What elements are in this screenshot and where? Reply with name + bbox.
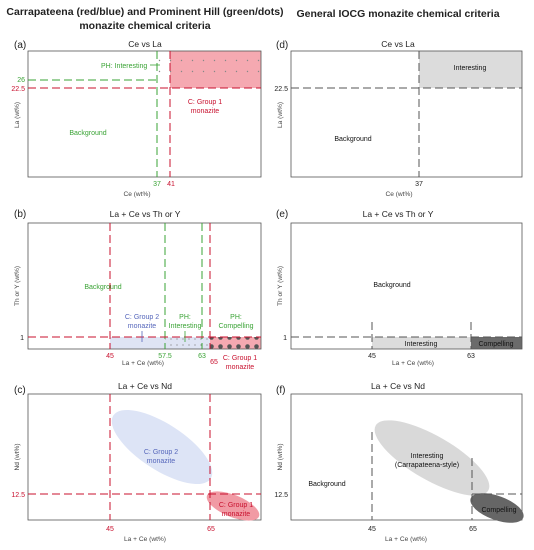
panel-a-tick-y-22-5: 22.5	[11, 86, 25, 93]
panel-f-tick-x-45: 45	[368, 526, 376, 533]
panel-e-tick-x-63: 63	[467, 353, 475, 360]
panel-f: (f) La + Ce vs Nd 12.5 45 65 La + Ce (wt…	[274, 381, 524, 543]
panel-d-interesting-region	[419, 51, 522, 88]
panel-f-interesting-line1: Interesting	[411, 453, 444, 460]
panel-e-interesting-region	[372, 337, 471, 349]
panel-b-label: (b)	[14, 209, 26, 220]
panel-c-xlabel: La + Ce (wt%)	[124, 536, 166, 543]
panel-b-ph-compelling: Compelling	[218, 323, 253, 330]
panel-b-group1-line2: monazite	[226, 364, 255, 371]
panel-b-compelling-dots	[210, 337, 261, 349]
panel-a-label: (a)	[14, 40, 26, 51]
panel-f-tick-y-12-5: 12.5	[274, 492, 288, 499]
panel-e-compelling: Compelling	[478, 341, 513, 348]
panel-a-ylabel: La (wt%)	[14, 102, 21, 128]
panel-b-ylabel: Th or Y (wt%)	[14, 266, 21, 306]
panel-b-ph-label-2: PH:	[230, 314, 242, 321]
panel-b-frame	[27, 222, 262, 350]
panel-b-title: La + Ce vs Th or Y	[110, 209, 181, 219]
panel-f-compelling: Compelling	[481, 507, 516, 514]
panel-a-frame	[27, 50, 262, 178]
panel-c-tick-x-45: 45	[106, 526, 114, 533]
panel-f-interesting-line2: (Carrapateena-style)	[395, 462, 459, 469]
panel-a-ph-interesting: PH: Interesting	[101, 63, 147, 70]
panel-e-title: La + Ce vs Th or Y	[363, 209, 434, 219]
panel-e-label: (e)	[276, 209, 288, 220]
panel-e-frame	[290, 222, 523, 350]
panel-b-tick-x-57-5: 57.5	[158, 353, 172, 360]
panel-c-frame	[27, 393, 262, 521]
panel-f-compelling-ellipse	[470, 493, 524, 523]
panel-a-xlabel: Ce (wt%)	[123, 191, 150, 198]
right-column-title: General IOCG monazite chemical criteria	[296, 8, 499, 20]
panel-c-group1-ellipse	[206, 491, 260, 521]
panel-a-tick-x-41: 41	[167, 181, 175, 188]
panel-c-ylabel: Nd (wt%)	[14, 443, 21, 470]
panel-e-ylabel: Th or Y (wt%)	[277, 266, 284, 306]
panel-c-group1-line2: monazite	[222, 511, 251, 518]
panel-c: (c) La + Ce vs Nd 12.5 45 65 La + Ce (wt…	[11, 381, 262, 543]
panel-e-compelling-region	[471, 337, 522, 349]
panel-d-title: Ce vs La	[381, 39, 415, 49]
panel-a-group1-line1: C: Group 1	[188, 99, 222, 106]
panel-a-dot-pattern	[157, 51, 261, 80]
panel-d-tick-x-37: 37	[415, 181, 423, 188]
panel-c-tick-x-65: 65	[207, 526, 215, 533]
panel-c-title: La + Ce vs Nd	[118, 381, 172, 391]
left-column-title-line1: Carrapateena (red/blue) and Prominent Hi…	[6, 6, 283, 18]
panel-d-label: (d)	[276, 40, 288, 51]
panel-e-interesting: Interesting	[405, 341, 438, 348]
panel-a-group1-line2: monazite	[191, 108, 220, 115]
panel-d-ylabel: La (wt%)	[277, 102, 284, 128]
panel-d-interesting: Interesting	[454, 65, 487, 72]
panel-e-xlabel: La + Ce (wt%)	[392, 360, 434, 367]
panel-b-interesting-dots	[165, 337, 210, 349]
panel-e-tick-y-1: 1	[283, 335, 287, 342]
panel-c-label: (c)	[14, 385, 26, 396]
panel-b-tick-x-45: 45	[106, 353, 114, 360]
panel-b-background: Background	[84, 284, 121, 291]
panel-d-frame	[290, 50, 523, 178]
panel-f-background: Background	[308, 481, 345, 488]
panel-b-group1-line1: C: Group 1	[223, 355, 257, 362]
left-column-title-line2: monazite chemical criteria	[79, 20, 210, 32]
panel-d-background: Background	[334, 136, 371, 143]
panel-b: (b) La + Ce vs Th or Y 1 45 57.5 63 65 L…	[14, 209, 262, 371]
panel-b-ph-interesting: Interesting	[169, 323, 202, 330]
panel-d: (d) Ce vs La 22.5 37 Ce (wt%) La (wt%) I…	[274, 39, 523, 198]
panel-c-group2-line2: monazite	[147, 458, 176, 465]
panel-b-ph-label-1: PH:	[179, 314, 191, 321]
panel-d-xlabel: Ce (wt%)	[385, 191, 412, 198]
panel-e: (e) La + Ce vs Th or Y 1 45 63 La + Ce (…	[276, 209, 523, 367]
panel-a: (a) Ce vs La 26 22.5 37 41 Ce (wt%) La (…	[11, 39, 262, 198]
panel-f-interesting-ellipse	[374, 420, 490, 496]
panel-f-title: La + Ce vs Nd	[371, 381, 425, 391]
panel-e-background: Background	[373, 282, 410, 289]
panel-c-group2-line1: C: Group 2	[144, 449, 178, 456]
panel-b-tick-y-1: 1	[20, 335, 24, 342]
panel-f-xlabel: La + Ce (wt%)	[385, 536, 427, 543]
panel-b-tick-x-65: 65	[210, 359, 218, 366]
panel-f-ylabel: Nd (wt%)	[277, 443, 284, 470]
panel-b-group2-line2: monazite	[128, 323, 157, 330]
panel-c-tick-y-12-5: 12.5	[11, 492, 25, 499]
panel-a-background: Background	[69, 130, 106, 137]
panel-a-title: Ce vs La	[128, 39, 162, 49]
panel-b-group2-line1: C: Group 2	[125, 314, 159, 321]
panel-d-tick-y-22-5: 22.5	[274, 86, 288, 93]
panel-a-tick-y-26: 26	[17, 77, 25, 84]
panel-f-label: (f)	[276, 385, 285, 396]
panel-f-tick-x-65: 65	[469, 526, 477, 533]
panel-c-group2-ellipse	[111, 409, 213, 485]
panel-e-tick-x-45: 45	[368, 353, 376, 360]
panel-f-frame	[290, 393, 523, 521]
panel-c-group1-line1: C: Group 1	[219, 502, 253, 509]
panel-b-tick-x-63: 63	[198, 353, 206, 360]
panel-b-xlabel: La + Ce (wt%)	[122, 360, 164, 367]
panel-a-tick-x-37: 37	[153, 181, 161, 188]
